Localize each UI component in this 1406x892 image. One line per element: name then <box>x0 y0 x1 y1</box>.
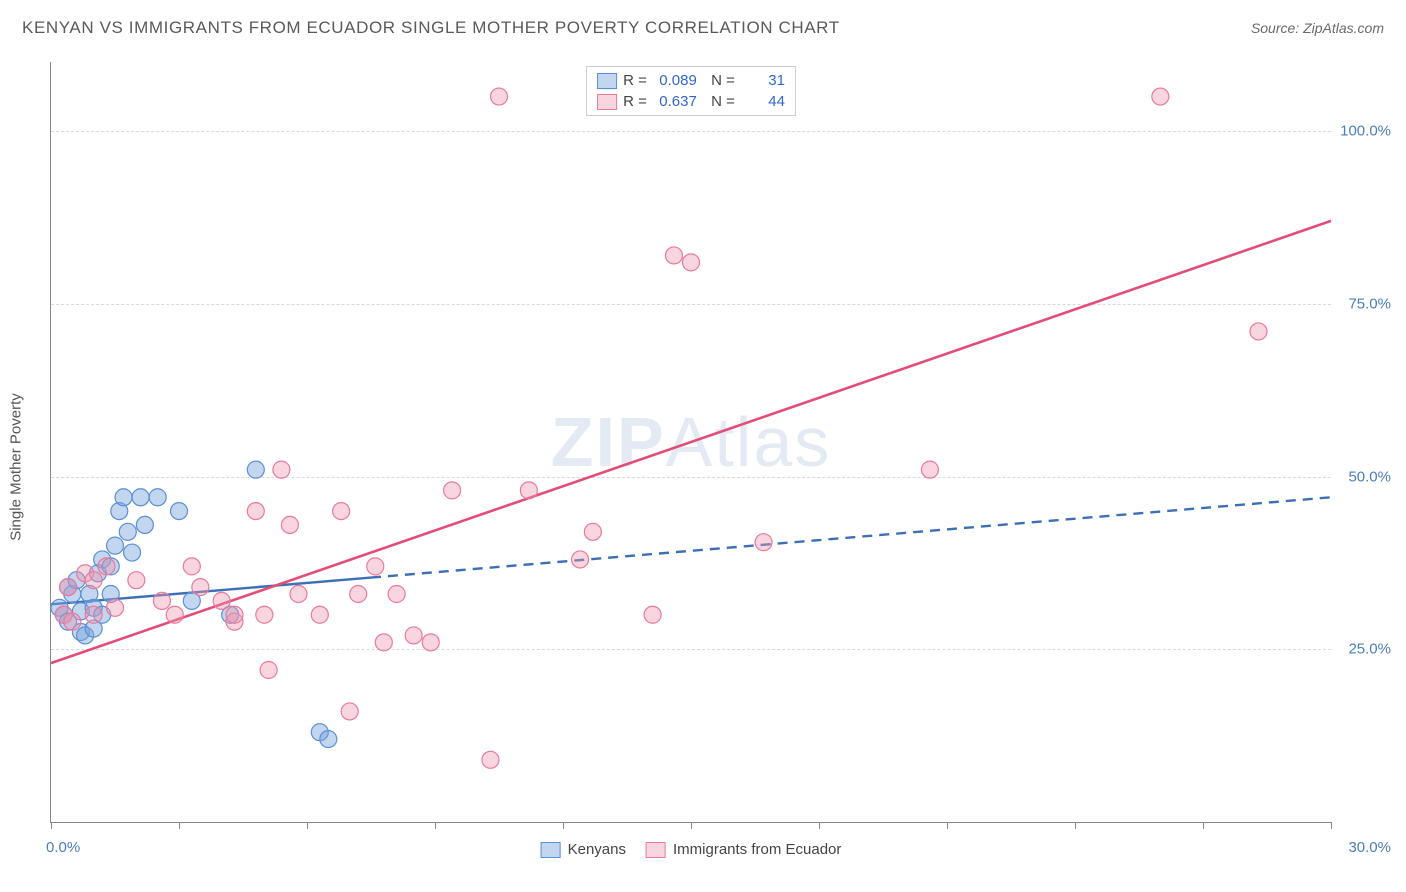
x-tick <box>819 822 820 829</box>
data-point <box>192 579 209 596</box>
data-point <box>422 634 439 651</box>
series-0-name: Kenyans <box>568 841 626 858</box>
data-point <box>256 606 273 623</box>
x-axis-min-label: 0.0% <box>46 839 80 856</box>
data-point <box>320 731 337 748</box>
data-point <box>153 592 170 609</box>
data-point <box>375 634 392 651</box>
scatter-svg <box>51 62 1331 822</box>
data-point <box>85 606 102 623</box>
data-point <box>290 586 307 603</box>
r-value-1: 0.637 <box>653 93 697 110</box>
x-tick <box>179 822 180 829</box>
swatch-series-0 <box>597 73 617 89</box>
data-point <box>136 516 153 533</box>
swatch-series-0 <box>541 842 561 858</box>
n-value-1: 44 <box>741 93 785 110</box>
legend-stats-row: R = 0.637 N = 44 <box>593 91 789 112</box>
data-point <box>921 461 938 478</box>
data-point <box>367 558 384 575</box>
y-axis-title: Single Mother Poverty <box>8 393 25 541</box>
data-point <box>520 482 537 499</box>
r-value-0: 0.089 <box>653 72 697 89</box>
data-point <box>281 516 298 533</box>
source-attribution: Source: ZipAtlas.com <box>1251 20 1384 36</box>
r-label: R = <box>623 93 647 110</box>
data-point <box>482 751 499 768</box>
data-point <box>1250 323 1267 340</box>
n-value-0: 31 <box>741 72 785 89</box>
legend-series: Kenyans Immigrants from Ecuador <box>541 841 842 858</box>
n-label: N = <box>703 93 735 110</box>
x-tick <box>691 822 692 829</box>
legend-item: Kenyans <box>541 841 626 858</box>
legend-stats: R = 0.089 N = 31 R = 0.637 N = 44 <box>586 66 796 116</box>
data-point <box>60 579 77 596</box>
x-tick <box>51 822 52 829</box>
n-label: N = <box>703 72 735 89</box>
x-tick <box>947 822 948 829</box>
x-axis-max-label: 30.0% <box>1348 839 1391 856</box>
x-tick <box>563 822 564 829</box>
data-point <box>405 627 422 644</box>
data-point <box>247 503 264 520</box>
data-point <box>107 537 124 554</box>
x-tick <box>307 822 308 829</box>
data-point <box>644 606 661 623</box>
data-point <box>247 461 264 478</box>
data-point <box>444 482 461 499</box>
data-point <box>149 489 166 506</box>
data-point <box>171 503 188 520</box>
series-1-name: Immigrants from Ecuador <box>673 841 841 858</box>
data-point <box>683 254 700 271</box>
data-point <box>107 599 124 616</box>
trend-line-dashed <box>371 497 1331 577</box>
data-point <box>98 558 115 575</box>
x-tick <box>1075 822 1076 829</box>
x-tick <box>1203 822 1204 829</box>
trend-line-solid <box>51 221 1331 663</box>
data-point <box>183 558 200 575</box>
x-tick <box>435 822 436 829</box>
data-point <box>1152 88 1169 105</box>
data-point <box>755 534 772 551</box>
data-point <box>350 586 367 603</box>
legend-stats-row: R = 0.089 N = 31 <box>593 70 789 91</box>
data-point <box>273 461 290 478</box>
data-point <box>132 489 149 506</box>
r-label: R = <box>623 72 647 89</box>
data-point <box>85 572 102 589</box>
data-point <box>226 606 243 623</box>
legend-item: Immigrants from Ecuador <box>646 841 841 858</box>
data-point <box>213 592 230 609</box>
data-point <box>311 606 328 623</box>
swatch-series-1 <box>597 94 617 110</box>
x-tick <box>1331 822 1332 829</box>
chart-title: KENYAN VS IMMIGRANTS FROM ECUADOR SINGLE… <box>22 18 840 38</box>
data-point <box>491 88 508 105</box>
swatch-series-1 <box>646 842 666 858</box>
data-point <box>260 662 277 679</box>
plot-area: ZIPAtlas 25.0%50.0%75.0%100.0% R = 0.089… <box>50 62 1331 823</box>
y-tick-label: 75.0% <box>1348 295 1391 312</box>
data-point <box>64 613 81 630</box>
data-point <box>119 523 136 540</box>
data-point <box>388 586 405 603</box>
data-point <box>584 523 601 540</box>
y-tick-label: 100.0% <box>1340 123 1391 140</box>
y-tick-label: 50.0% <box>1348 468 1391 485</box>
data-point <box>572 551 589 568</box>
data-point <box>115 489 132 506</box>
data-point <box>333 503 350 520</box>
data-point <box>128 572 145 589</box>
data-point <box>341 703 358 720</box>
data-point <box>665 247 682 264</box>
data-point <box>124 544 141 561</box>
data-point <box>166 606 183 623</box>
chart-container: Single Mother Poverty ZIPAtlas 25.0%50.0… <box>50 62 1386 872</box>
y-tick-label: 25.0% <box>1348 641 1391 658</box>
